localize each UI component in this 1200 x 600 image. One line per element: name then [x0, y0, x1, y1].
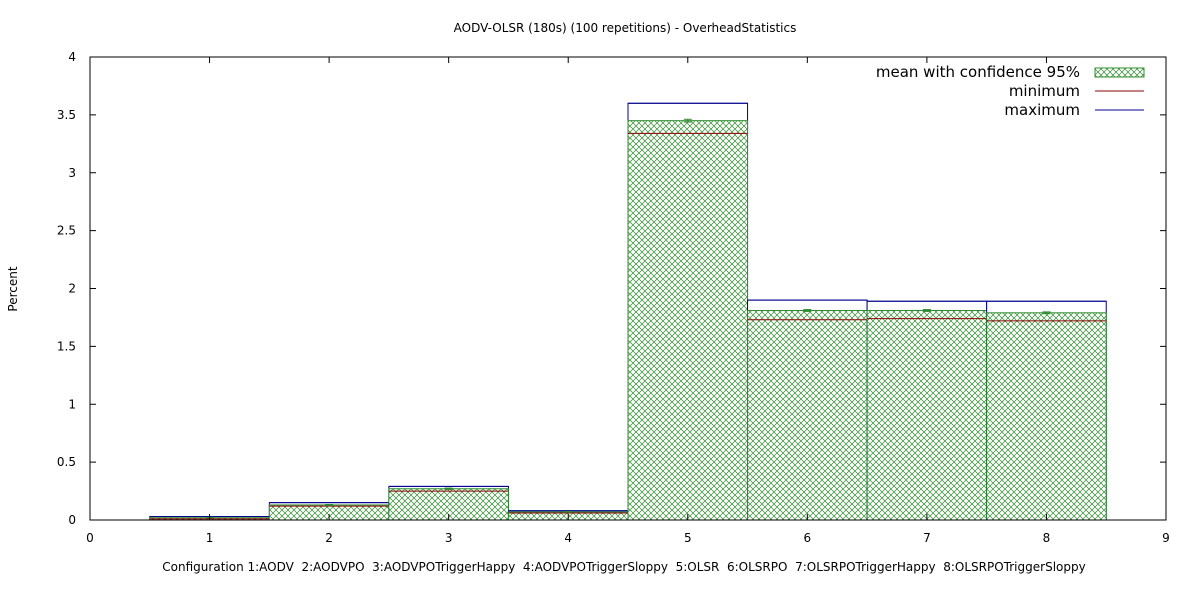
chart-title: AODV-OLSR (180s) (100 repetitions) - Ove… [454, 21, 797, 35]
legend-label: minimum [1009, 82, 1080, 100]
y-tick-label: 3 [68, 166, 76, 180]
mean-bar [747, 309, 868, 521]
y-tick-label: 0.5 [57, 455, 76, 469]
x-axis-label: Configuration 1:AODV 2:AODVPO 3:AODVPOTr… [162, 560, 1085, 574]
mean-bar [986, 312, 1107, 521]
x-tick-label: 7 [923, 531, 931, 545]
y-tick-label: 1.5 [57, 339, 76, 353]
y-tick-label: 1 [68, 397, 76, 411]
x-tick-label: 6 [804, 531, 812, 545]
legend-label: mean with confidence 95% [876, 63, 1080, 81]
y-tick-label: 0 [68, 513, 76, 527]
y-tick-label: 4 [68, 50, 76, 64]
legend-swatch [1094, 67, 1145, 78]
mean-bar [627, 120, 749, 521]
y-tick-label: 2 [68, 282, 76, 296]
legend-label: maximum [1004, 101, 1080, 119]
x-tick-label: 3 [445, 531, 453, 545]
x-tick-label: 9 [1162, 531, 1170, 545]
x-tick-label: 4 [564, 531, 572, 545]
x-tick-label: 0 [86, 531, 94, 545]
x-tick-label: 8 [1043, 531, 1051, 545]
bars-group [149, 102, 1107, 521]
x-tick-label: 5 [684, 531, 692, 545]
x-tick-label: 2 [325, 531, 333, 545]
x-tick-label: 1 [206, 531, 214, 545]
mean-bar [866, 309, 988, 521]
axes-group: 0 1 2 3 4 5 6 7 8 9 0 0.5 1 1.5 2 2.5 3 3.5 4 [57, 50, 1170, 545]
y-axis-label: Percent [6, 266, 20, 311]
y-tick-label: 3.5 [57, 108, 76, 122]
y-tick-label: 2.5 [57, 224, 76, 238]
